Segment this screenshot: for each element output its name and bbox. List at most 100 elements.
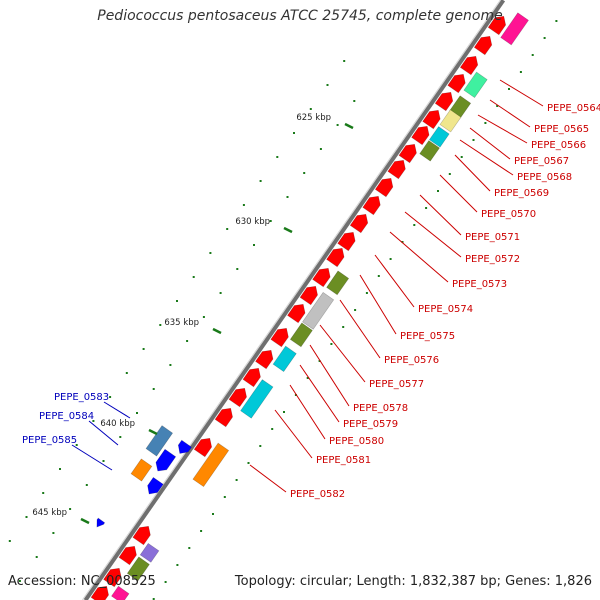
guide-dot bbox=[169, 364, 172, 366]
guide-dot bbox=[460, 156, 463, 158]
ruler-ticks: 625 kbp 630 kbp 635 kbp 640 kbp 645 kbp bbox=[32, 113, 354, 525]
guide-dot bbox=[303, 172, 306, 174]
cds-reverse bbox=[96, 517, 106, 528]
guide-dot bbox=[293, 132, 295, 134]
guide-dot bbox=[555, 20, 558, 22]
cds-olive bbox=[419, 140, 440, 162]
gene-label-forward: PEPE_0575 bbox=[400, 331, 455, 342]
guide-dot bbox=[186, 340, 189, 342]
guide-dot bbox=[259, 180, 262, 182]
guide-dot bbox=[484, 122, 487, 124]
guide-dot bbox=[226, 228, 229, 230]
leader-line bbox=[103, 401, 131, 419]
gene-labels: PEPE_0564 PEPE_0565 PEPE_0566 PEPE_0567 PEPE… bbox=[22, 103, 600, 500]
ruler-tick bbox=[212, 327, 222, 335]
cds-forward bbox=[422, 109, 441, 130]
guide-dot bbox=[286, 196, 289, 198]
guide-dot bbox=[508, 88, 510, 90]
topology-summary: Topology: circular; Length: 1,832,387 bp… bbox=[234, 574, 592, 589]
guide-dot bbox=[136, 412, 138, 414]
gene-label-forward: PEPE_0581 bbox=[316, 455, 371, 466]
guide-dot bbox=[543, 37, 546, 39]
cds-forward bbox=[337, 231, 356, 252]
cds-forward bbox=[214, 407, 233, 428]
cds-forward bbox=[287, 303, 306, 324]
guide-dot bbox=[125, 372, 128, 374]
cds-cyan bbox=[272, 345, 297, 373]
cds-forward bbox=[228, 387, 247, 408]
guide-dot bbox=[309, 108, 312, 110]
cds-orange bbox=[192, 442, 230, 488]
cds-olive bbox=[326, 270, 350, 296]
gene-label-forward: PEPE_0565 bbox=[534, 124, 589, 135]
guide-dot bbox=[75, 444, 78, 446]
gene-label-reverse: PEPE_0584 bbox=[39, 411, 94, 422]
guide-dot bbox=[437, 190, 439, 192]
ruler-tick bbox=[283, 226, 293, 234]
ruler-label: 640 kbp bbox=[100, 419, 135, 429]
leader-line bbox=[249, 464, 287, 493]
gene-label-forward: PEPE_0574 bbox=[418, 304, 473, 315]
guide-dot bbox=[109, 396, 112, 398]
leader-line bbox=[499, 79, 544, 107]
guide-dot bbox=[319, 148, 322, 150]
leader-line bbox=[454, 154, 491, 192]
cds-forward bbox=[299, 285, 318, 306]
cds-forward bbox=[118, 545, 137, 566]
guide-dot bbox=[448, 173, 451, 175]
cds-khaki bbox=[439, 109, 462, 133]
ruler-tick bbox=[344, 122, 354, 130]
guide-dot bbox=[35, 556, 38, 558]
guide-dot bbox=[176, 564, 179, 566]
guide-dot bbox=[283, 411, 285, 413]
guide-dot bbox=[69, 508, 72, 510]
cds-mint bbox=[463, 71, 488, 99]
gene-features bbox=[90, 12, 529, 600]
gene-label-reverse: PEPE_0583 bbox=[54, 392, 109, 403]
cds-forward bbox=[326, 247, 345, 268]
leader-line bbox=[71, 444, 113, 471]
guide-dot bbox=[209, 252, 212, 254]
cds-purple bbox=[139, 542, 160, 563]
guide-dot bbox=[276, 156, 279, 158]
cds-forward bbox=[242, 367, 261, 388]
cds-forward bbox=[374, 177, 394, 198]
guide-dot bbox=[8, 540, 11, 542]
guide-dot bbox=[235, 479, 238, 481]
cds-gray bbox=[302, 291, 335, 330]
ruler-label: 625 kbp bbox=[296, 113, 331, 123]
guide-dot bbox=[119, 436, 122, 438]
cds-reverse bbox=[147, 476, 164, 495]
gene-label-forward: PEPE_0571 bbox=[465, 232, 520, 243]
leader-line bbox=[389, 231, 449, 283]
cds-orange bbox=[130, 458, 153, 482]
guide-dot bbox=[354, 309, 357, 311]
leader-line bbox=[339, 299, 381, 359]
guide-dot bbox=[425, 207, 428, 209]
ruler-label: 645 kbp bbox=[32, 508, 67, 518]
cds-forward bbox=[447, 73, 466, 94]
leader-line bbox=[439, 174, 478, 213]
gene-label-forward: PEPE_0577 bbox=[369, 379, 424, 390]
guide-dot bbox=[164, 581, 167, 583]
guide-dot bbox=[142, 348, 145, 350]
guide-dot bbox=[269, 220, 272, 222]
cds-forward bbox=[459, 55, 479, 76]
gene-label-forward: PEPE_0569 bbox=[494, 188, 549, 199]
cds-forward bbox=[270, 327, 289, 348]
cds-forward bbox=[387, 159, 406, 180]
cds-forward bbox=[312, 267, 331, 288]
label-leader-lines bbox=[71, 79, 544, 493]
ruler-label: 630 kbp bbox=[235, 217, 270, 227]
guide-dot bbox=[223, 496, 226, 498]
guide-dot bbox=[212, 513, 214, 515]
leader-line bbox=[489, 99, 531, 128]
guide-dot bbox=[531, 54, 534, 56]
guide-dot bbox=[176, 300, 178, 302]
leader-line bbox=[359, 274, 397, 335]
gene-label-forward: PEPE_0568 bbox=[517, 172, 572, 183]
guide-dot bbox=[519, 71, 522, 73]
gene-label-forward: PEPE_0566 bbox=[531, 140, 586, 151]
gene-label-forward: PEPE_0579 bbox=[343, 419, 398, 430]
guide-dot bbox=[192, 276, 195, 278]
